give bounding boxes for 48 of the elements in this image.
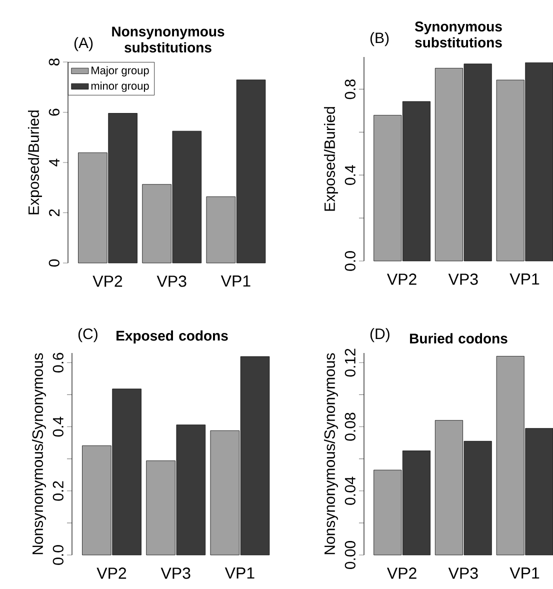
bar xyxy=(402,101,430,262)
y-tick-label: 0.12 xyxy=(344,348,356,377)
y-tick-label: 8 xyxy=(48,58,60,66)
y-axis-title: Exposed/Buried xyxy=(324,107,338,211)
x-tick-label: VP2 xyxy=(386,568,416,579)
x-tick-label: VP3 xyxy=(160,568,190,579)
x-tick-label: VP3 xyxy=(448,568,478,579)
y-tick-label: 0.8 xyxy=(344,79,356,100)
x-tick-label: VP1 xyxy=(220,276,250,287)
y-tick-label: 6 xyxy=(48,108,60,116)
y-tick-label: 2 xyxy=(48,209,60,216)
bar xyxy=(464,440,492,556)
y-axis-title: Exposed/Buried xyxy=(28,110,42,214)
y-tick-label: 0.4 xyxy=(52,416,64,437)
y-axis-title: Nonsynonymous/Synonymous xyxy=(32,353,46,554)
bar xyxy=(464,64,492,262)
y-tick-label: 0.2 xyxy=(52,481,64,501)
x-tick-label: VP1 xyxy=(224,568,254,579)
chart-title: Exposed codons xyxy=(116,330,228,344)
x-tick-label: VP2 xyxy=(386,274,416,285)
x-tick-label: VP3 xyxy=(448,274,478,285)
text: (C) xyxy=(78,328,98,342)
legend-label: minor group xyxy=(91,82,149,92)
y-tick-label: 0.6 xyxy=(52,352,64,372)
y-tick-label: 4 xyxy=(49,158,60,166)
y-tick-label: 0.0 xyxy=(52,545,64,565)
text: (B) xyxy=(370,32,389,46)
x-tick-label: VP1 xyxy=(510,568,540,579)
bar xyxy=(525,428,553,556)
y-tick-label: 0.00 xyxy=(344,540,356,570)
x-tick-label: VP3 xyxy=(156,276,186,287)
text: (D) xyxy=(370,328,390,342)
text: (A) xyxy=(74,37,93,52)
x-tick-label: VP2 xyxy=(92,276,122,287)
bar xyxy=(402,450,430,556)
bar xyxy=(525,62,553,262)
chart-title: Nonsynonymous substitutions xyxy=(112,26,224,52)
y-tick-label: 0.0 xyxy=(344,251,356,271)
chart-title: Buried codons xyxy=(410,333,508,344)
y-tick-label: 0 xyxy=(48,259,60,267)
chart-title: Synonymous substitutions xyxy=(414,22,502,48)
y-tick-label: 0.04 xyxy=(344,476,356,505)
x-tick-label: VP2 xyxy=(96,568,126,579)
y-tick-label: 0.4 xyxy=(344,165,356,185)
legend-label: Major group xyxy=(92,66,149,76)
x-tick-label: VP1 xyxy=(510,274,540,285)
y-axis-title: Nonsynonymous/Synonymous xyxy=(324,353,338,554)
y-tick-label: 0.08 xyxy=(344,412,356,441)
